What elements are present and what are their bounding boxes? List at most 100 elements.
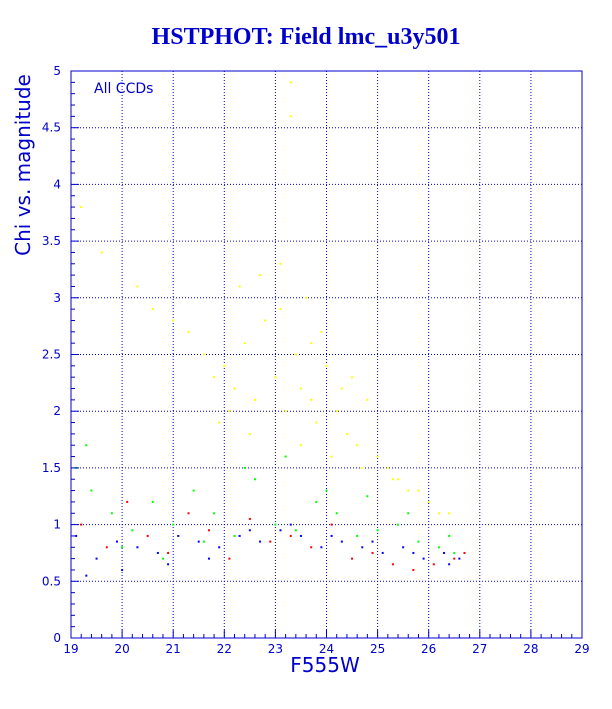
data-point	[136, 546, 139, 549]
y-axis-title: Chi vs. magnitude	[11, 74, 35, 256]
data-point	[376, 529, 379, 532]
data-point	[351, 376, 354, 379]
data-point	[412, 551, 415, 554]
data-point	[156, 551, 159, 554]
data-point	[110, 512, 113, 515]
data-point	[105, 546, 108, 549]
data-point	[218, 421, 221, 424]
data-point	[448, 534, 451, 537]
data-point	[213, 376, 216, 379]
data-point	[121, 546, 124, 549]
data-point	[453, 551, 456, 554]
data-point	[259, 540, 262, 543]
x-tick-label: 19	[63, 642, 78, 656]
data-point	[417, 540, 420, 543]
x-axis-title: F555W	[290, 653, 360, 677]
data-point	[289, 534, 292, 537]
x-tick-label: 26	[421, 642, 436, 656]
x-tick-label: 28	[523, 642, 538, 656]
data-point	[391, 563, 394, 566]
data-point	[192, 489, 195, 492]
data-point	[294, 529, 297, 532]
data-point	[381, 551, 384, 554]
data-point	[443, 551, 446, 554]
annotation-label: All CCDs	[94, 81, 153, 97]
x-tick-label: 22	[217, 642, 232, 656]
data-point	[325, 489, 328, 492]
data-point	[172, 319, 175, 322]
data-point	[167, 563, 170, 566]
data-point	[366, 495, 369, 498]
data-point	[167, 551, 170, 554]
data-point	[115, 540, 118, 543]
data-point	[432, 563, 435, 566]
data-point	[218, 546, 221, 549]
data-point	[243, 466, 246, 469]
data-point	[371, 551, 374, 554]
data-point	[299, 534, 302, 537]
data-point	[248, 529, 251, 532]
data-point	[136, 285, 139, 288]
x-tick-label: 21	[166, 642, 181, 656]
data-point	[330, 523, 333, 526]
y-tick-label: 1.5	[42, 461, 61, 475]
y-tick-label: 2	[53, 404, 61, 418]
data-point	[223, 364, 226, 367]
data-point	[340, 387, 343, 390]
y-tick-label: 4.5	[42, 121, 61, 135]
data-point	[391, 478, 394, 481]
data-point	[177, 534, 180, 537]
data-point	[274, 376, 277, 379]
data-point	[197, 540, 200, 543]
data-point	[299, 387, 302, 390]
data-point	[151, 500, 154, 503]
data-point	[207, 557, 210, 560]
data-point	[361, 466, 364, 469]
data-point	[437, 546, 440, 549]
data-point	[356, 534, 359, 537]
data-point	[397, 523, 400, 526]
data-point	[131, 529, 134, 532]
data-point	[146, 534, 149, 537]
data-point	[330, 534, 333, 537]
data-point	[299, 444, 302, 447]
y-tick-label: 2.5	[42, 348, 61, 362]
data-point	[228, 410, 231, 413]
data-point	[228, 557, 231, 560]
data-point	[310, 398, 313, 401]
data-point	[269, 540, 272, 543]
data-point	[345, 432, 348, 435]
data-point	[448, 512, 451, 515]
data-point	[427, 500, 430, 503]
data-point	[402, 546, 405, 549]
y-tick-label: 0	[53, 631, 61, 645]
data-point	[407, 512, 410, 515]
y-tick-label: 5	[53, 64, 61, 78]
data-point	[284, 410, 287, 413]
data-point	[80, 206, 83, 209]
data-point	[279, 308, 282, 311]
data-point	[305, 296, 308, 299]
y-tick-label: 0.5	[42, 574, 61, 588]
x-tick-label: 25	[370, 642, 385, 656]
data-point	[437, 512, 440, 515]
data-point	[294, 353, 297, 356]
data-point	[351, 557, 354, 560]
data-point	[284, 455, 287, 458]
y-tick-label: 4	[53, 177, 61, 191]
x-tick-label: 27	[472, 642, 487, 656]
data-point	[233, 387, 236, 390]
data-point	[335, 512, 338, 515]
data-point	[161, 557, 164, 560]
data-point	[407, 489, 410, 492]
data-point	[422, 557, 425, 560]
x-tick-label: 23	[268, 642, 283, 656]
data-point	[361, 546, 364, 549]
data-point	[325, 364, 328, 367]
x-tick-label: 20	[114, 642, 129, 656]
data-point	[397, 478, 400, 481]
data-point	[75, 534, 78, 537]
data-point	[417, 489, 420, 492]
data-point	[202, 540, 205, 543]
